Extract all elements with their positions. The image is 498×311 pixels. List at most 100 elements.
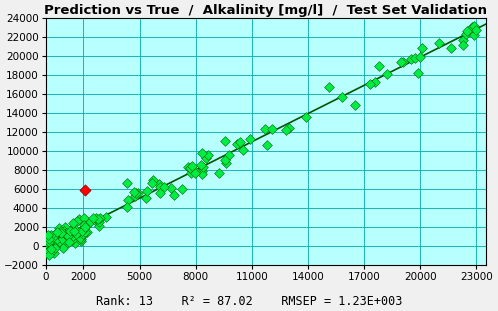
Point	[71, 240, 79, 245]
Point	[71, 232, 79, 237]
Point	[47, 246, 55, 251]
Point	[63, 234, 71, 239]
Point	[76, 235, 84, 240]
Point	[178, 186, 186, 191]
Point	[44, 233, 52, 238]
Point	[468, 24, 476, 29]
Point	[94, 216, 102, 221]
Point	[68, 227, 76, 232]
Text: Rank: 13    R² = 87.02    RMSEP = 1.23E+003: Rank: 13 R² = 87.02 RMSEP = 1.23E+003	[96, 295, 402, 308]
Point	[447, 45, 455, 50]
Point	[338, 95, 346, 100]
Point	[459, 42, 467, 47]
Point	[52, 237, 60, 242]
Point	[222, 161, 230, 166]
Point	[222, 158, 230, 163]
Point	[51, 239, 59, 244]
Point	[435, 41, 443, 46]
Point	[66, 228, 74, 233]
Point	[184, 164, 192, 169]
Point	[71, 228, 79, 233]
Point	[130, 189, 138, 194]
Point	[46, 241, 54, 246]
Point	[366, 82, 374, 87]
Point	[188, 163, 196, 168]
Point	[78, 234, 86, 239]
Point	[42, 250, 50, 255]
Point	[42, 234, 50, 239]
Point	[282, 128, 290, 132]
Point	[69, 220, 77, 225]
Point	[48, 235, 56, 240]
Point	[472, 28, 480, 33]
Point	[51, 246, 59, 251]
Point	[51, 242, 59, 247]
Point	[77, 238, 85, 243]
Point	[92, 218, 100, 223]
Point	[459, 37, 467, 42]
Point	[399, 60, 407, 65]
Point	[81, 229, 89, 234]
Point	[73, 218, 81, 223]
Point	[45, 236, 53, 241]
Point	[77, 237, 85, 242]
Point	[351, 103, 359, 108]
Point	[61, 225, 69, 230]
Point	[156, 184, 164, 189]
Point	[95, 223, 103, 228]
Point	[58, 240, 66, 245]
Point	[325, 85, 333, 90]
Point	[418, 46, 426, 51]
Point	[142, 188, 150, 193]
Point	[156, 191, 164, 196]
Point	[375, 64, 383, 69]
Point	[123, 205, 131, 210]
Point	[55, 225, 63, 230]
Point	[45, 240, 53, 245]
Point	[83, 229, 91, 234]
Point	[132, 191, 140, 196]
Point	[82, 224, 90, 229]
Point	[44, 234, 52, 239]
Point	[192, 169, 200, 174]
Point	[186, 166, 194, 171]
Point	[170, 193, 178, 198]
Point	[225, 152, 233, 157]
Point	[62, 231, 70, 236]
Point	[199, 150, 207, 155]
Point	[55, 235, 63, 240]
Point	[197, 162, 205, 167]
Point	[72, 231, 80, 236]
Point	[198, 171, 206, 176]
Point	[70, 228, 78, 233]
Point	[47, 244, 55, 249]
Point	[52, 240, 60, 245]
Point	[79, 231, 87, 236]
Point	[470, 24, 478, 29]
Point	[57, 228, 65, 233]
Point	[134, 191, 142, 196]
Point	[48, 248, 56, 253]
Point	[85, 220, 93, 225]
Point	[148, 181, 156, 186]
Point	[62, 242, 70, 247]
Point	[246, 136, 254, 141]
Point	[397, 60, 405, 65]
Point	[142, 196, 150, 201]
Point	[80, 216, 88, 220]
Point	[96, 215, 104, 220]
Point	[124, 197, 132, 202]
Point	[160, 185, 168, 190]
Point	[234, 142, 242, 146]
Point	[49, 234, 57, 239]
Point	[45, 236, 53, 241]
Point	[50, 241, 58, 246]
Point	[102, 215, 110, 220]
Point	[462, 31, 470, 36]
Point	[46, 234, 54, 239]
Point	[75, 217, 83, 222]
Point	[202, 156, 210, 161]
Point	[45, 252, 53, 257]
Point	[60, 228, 68, 233]
Point	[191, 171, 199, 176]
